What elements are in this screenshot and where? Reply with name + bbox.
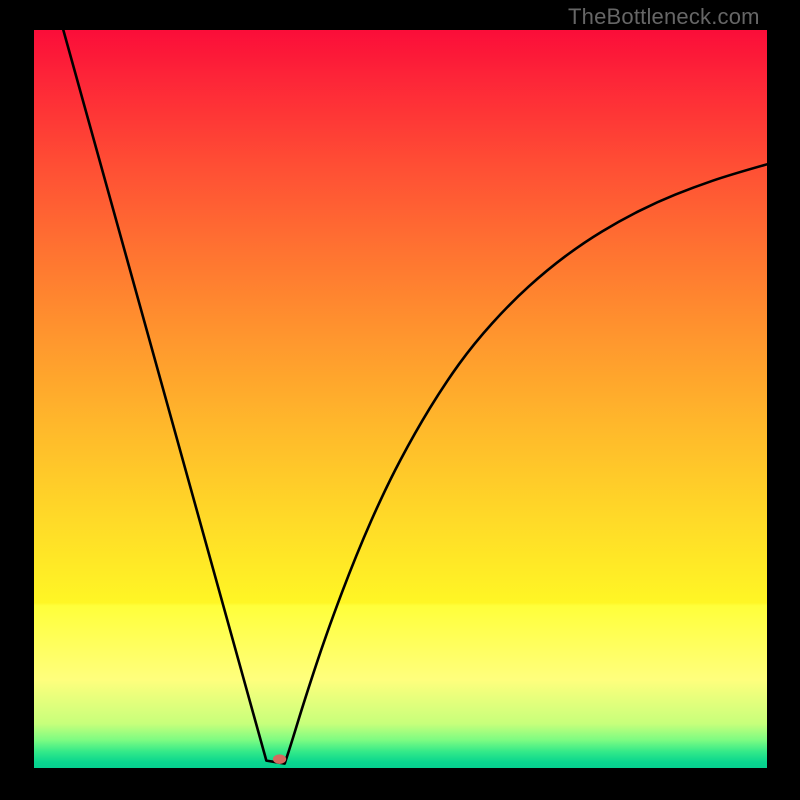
gradient-background	[34, 30, 767, 768]
frame-right	[767, 30, 800, 768]
frame-left	[0, 30, 34, 768]
watermark-text: TheBottleneck.com	[568, 4, 760, 30]
frame-bottom	[0, 768, 800, 800]
bottleneck-chart	[34, 30, 767, 768]
optimum-marker	[273, 754, 286, 764]
